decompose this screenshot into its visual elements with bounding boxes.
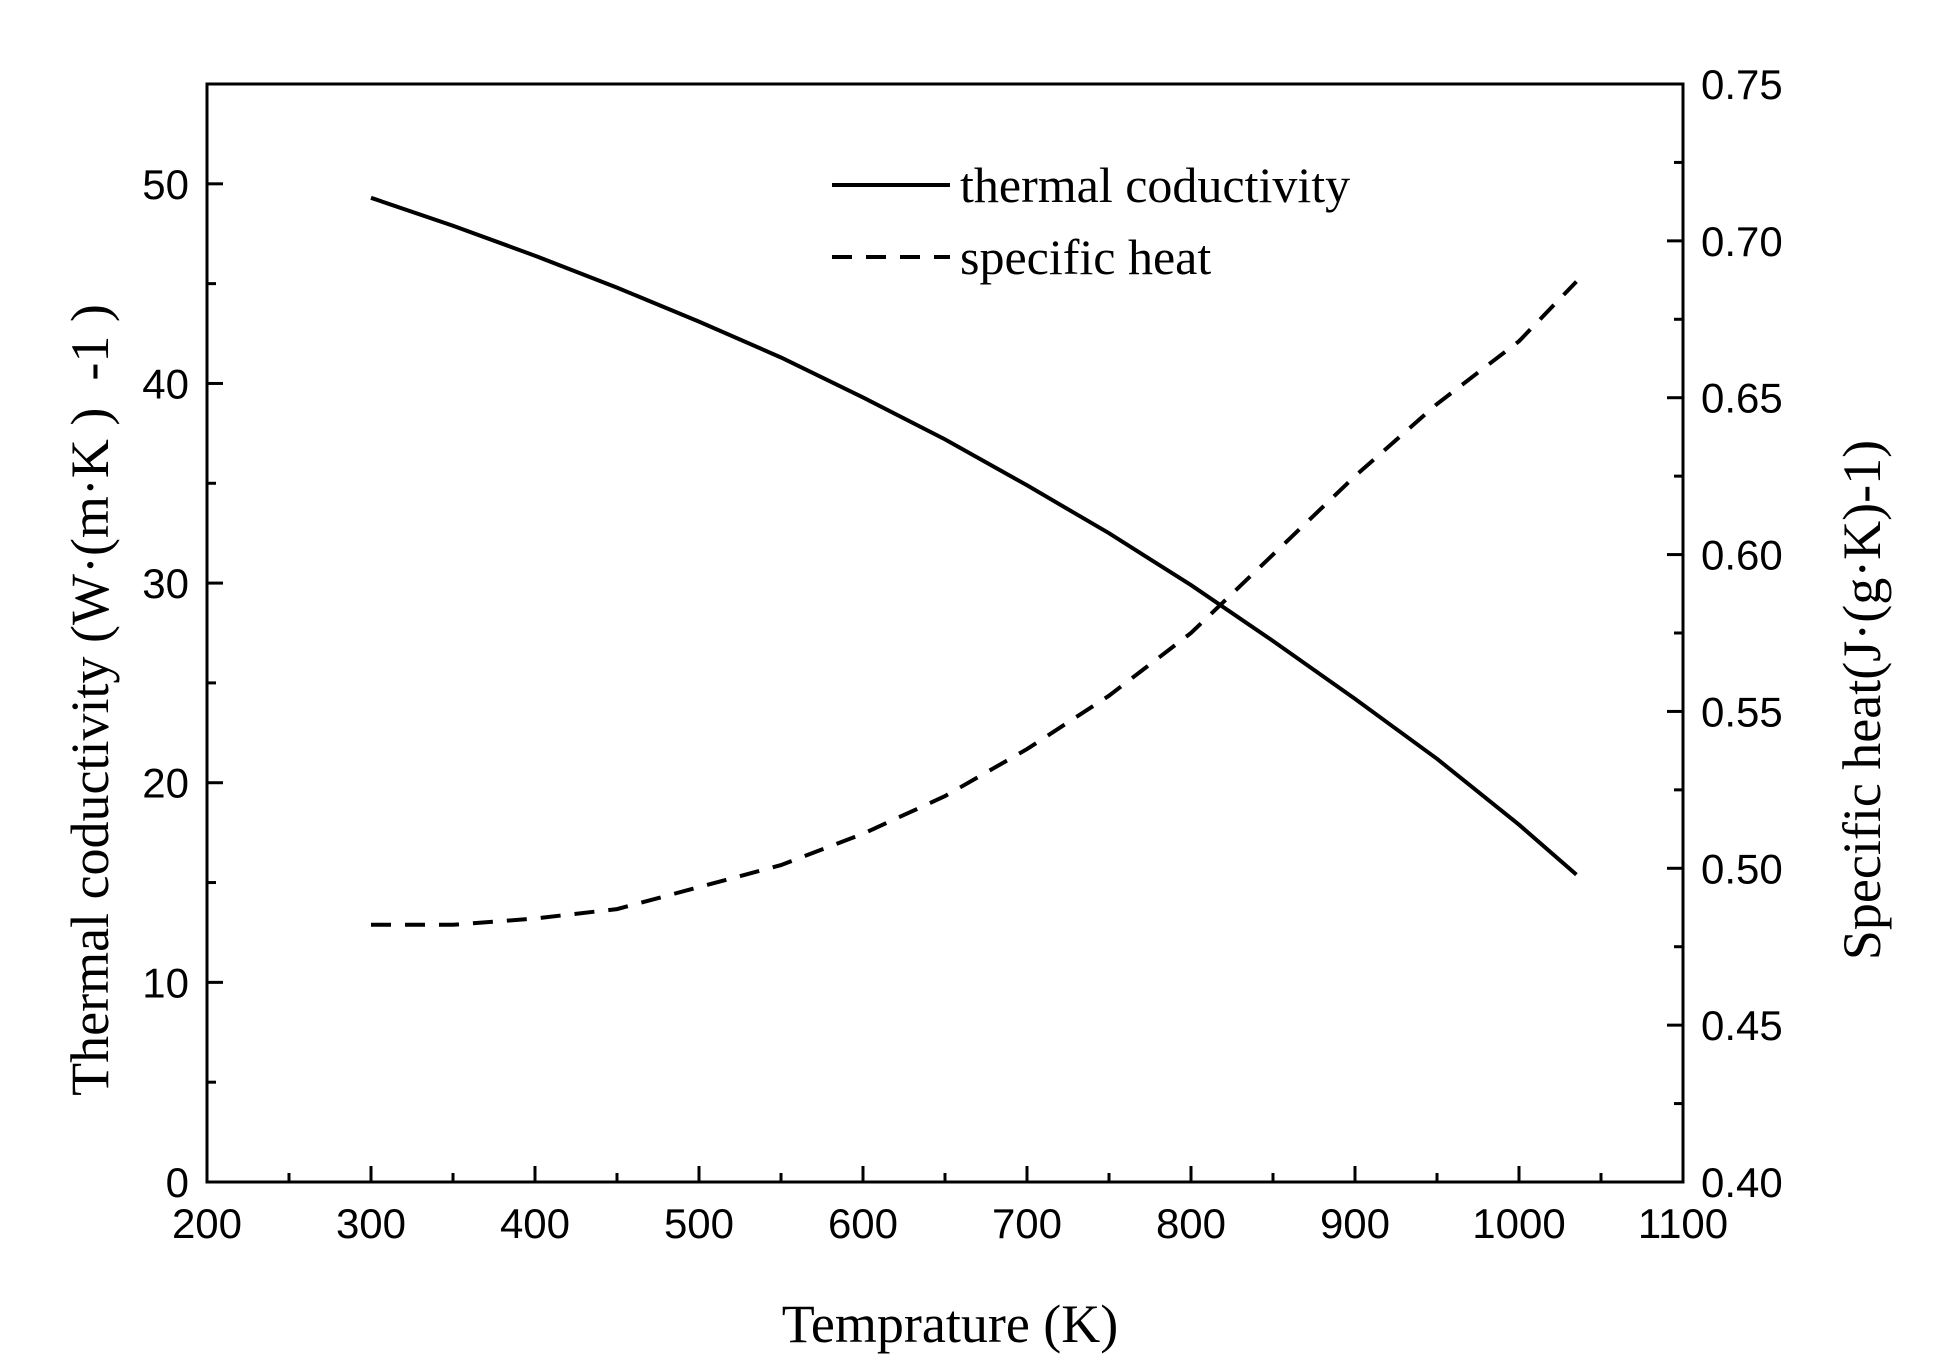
- series-line-thermal-coductivity: [370, 195, 1578, 877]
- x-tick-label: 1000: [1472, 1200, 1565, 1247]
- y-right-tick-label: 0.45: [1701, 1002, 1783, 1049]
- legend-label-specific-heat: specific heat: [960, 229, 1211, 285]
- x-tick-label: 200: [172, 1200, 242, 1247]
- y-left-tick-label: 40: [142, 360, 189, 407]
- y-right-tick-label: 0.70: [1701, 218, 1783, 265]
- x-tick-label: 500: [664, 1200, 734, 1247]
- y-left-tick-label: 10: [142, 959, 189, 1006]
- y-right-tick-label: 0.40: [1701, 1159, 1783, 1206]
- x-tick-label: 300: [336, 1200, 406, 1247]
- y-left-tick-label: 0: [166, 1159, 189, 1206]
- x-tick-label: 800: [1156, 1200, 1226, 1247]
- y-right-tick-label: 0.55: [1701, 688, 1783, 735]
- series-layer: [370, 195, 1578, 927]
- y-left-tick-label: 30: [142, 560, 189, 607]
- y-right-tick-label: 0.75: [1701, 61, 1783, 108]
- legend-label-thermal-coductivity: thermal coductivity: [960, 157, 1350, 213]
- y-right-tick-label: 0.60: [1701, 532, 1783, 579]
- x-tick-label: 400: [500, 1200, 570, 1247]
- x-tick-label: 700: [992, 1200, 1062, 1247]
- axes: 200 300 400 500 600 700 800 900 1000 1100 0 10 20 30 4…: [142, 61, 1782, 1247]
- y-left-tick-label: 20: [142, 760, 189, 807]
- x-tick-label: 600: [828, 1200, 898, 1247]
- y-axis-right-title: Specific heat(J·(g·K)-1): [1832, 440, 1892, 960]
- y-axis-left-title: Thermal coductivity (W·(m·K ) -1 ): [60, 304, 120, 1096]
- plot-frame: [205, 82, 1685, 1184]
- y-left-tick-label: 50: [142, 161, 189, 208]
- x-tick-label: 1100: [1638, 1200, 1728, 1247]
- y-right-tick-label: 0.65: [1701, 375, 1783, 422]
- y-right-tick-label: 0.50: [1701, 845, 1783, 892]
- x-axis-title: Temprature (K): [782, 1294, 1119, 1354]
- x-tick-label: 900: [1320, 1200, 1390, 1247]
- legend: thermal coductivity specific heat: [832, 157, 1350, 285]
- series-line-specific-heat: [371, 280, 1578, 927]
